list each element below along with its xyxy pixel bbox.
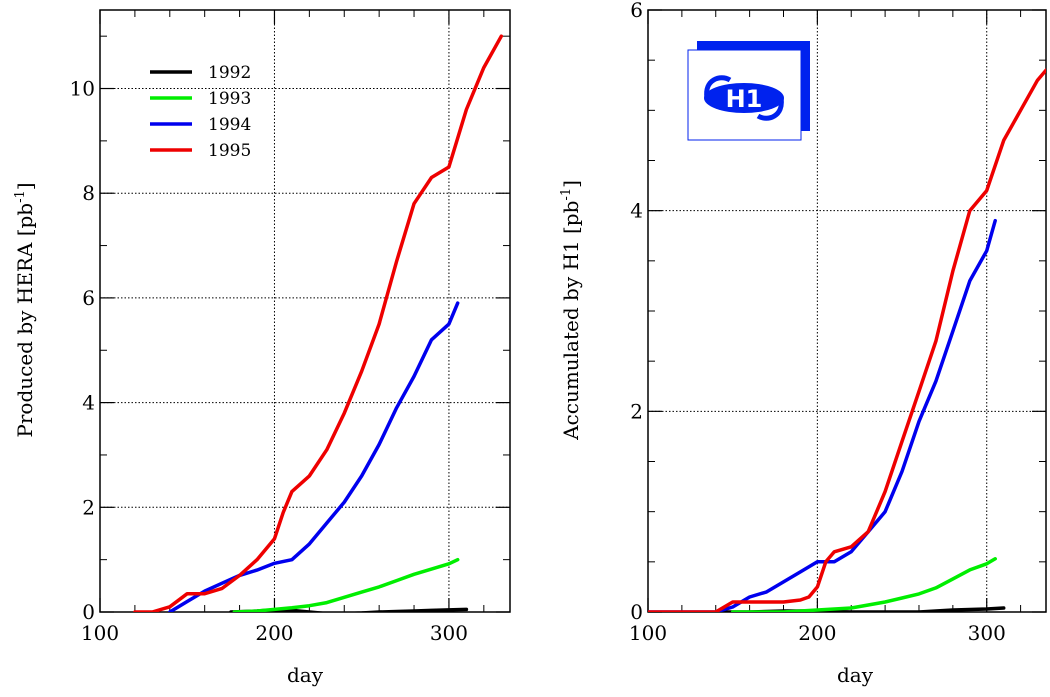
logo-top-bar	[697, 41, 809, 50]
legend-label-1994: 1994	[208, 115, 251, 135]
right-x-axis-label: day	[837, 663, 874, 687]
right-series-group	[648, 68, 1046, 612]
right-x-tick-label: 300	[968, 621, 1006, 645]
right-x-tick-label: 200	[798, 621, 836, 645]
left-series-group	[133, 34, 504, 612]
left-y-tick-label: 2	[82, 495, 95, 519]
right-series-line-1993	[730, 557, 997, 612]
left-y-tick-label: 0	[82, 600, 95, 624]
right-x-tick-label: 100	[629, 621, 667, 645]
right-chart: 100 200 300 0 2 4 6 day Accumulated by H1 [pb-…	[559, 0, 1047, 687]
left-series-line-1993	[232, 557, 460, 612]
legend-label-1993: 1993	[208, 89, 251, 109]
right-y-tick-label: 2	[630, 399, 643, 423]
right-y-tick-label: 4	[630, 199, 643, 223]
left-chart: 100 200 300 0 2 4 6 8 10 day Produced by HERA [p…	[13, 9, 511, 687]
left-x-tick-label: 300	[430, 621, 468, 645]
left-series-line-1995	[133, 34, 504, 612]
logo-text: H1	[726, 85, 763, 113]
right-y-tick-label: 0	[630, 600, 643, 624]
h1-logo: H1	[687, 41, 810, 141]
left-tick-labels: 100 200 300 0 2 4 6 8 10	[70, 77, 468, 645]
right-y-tick-label: 6	[630, 0, 643, 22]
left-x-tick-label: 100	[81, 621, 119, 645]
legend-label-1995: 1995	[208, 141, 251, 161]
left-y-axis-label: Produced by HERA [pb-1]	[13, 182, 37, 437]
left-y-tick-label: 4	[82, 391, 95, 415]
legend: 1992 1993 1994 1995	[150, 63, 251, 161]
left-x-axis-label: day	[287, 663, 324, 687]
right-series-line-1994	[648, 218, 997, 612]
legend-label-1992: 1992	[208, 63, 251, 83]
logo-right-bar	[801, 41, 810, 131]
left-series-line-1994	[168, 301, 460, 612]
left-y-tick-label: 10	[70, 77, 95, 101]
left-grid	[100, 10, 510, 612]
left-x-tick-label: 200	[255, 621, 293, 645]
left-y-tick-label: 8	[82, 181, 95, 205]
right-grid	[648, 10, 1046, 612]
right-tick-labels: 100 200 300 0 2 4 6	[629, 0, 1006, 645]
left-y-tick-label: 6	[82, 286, 95, 310]
right-series-line-1995	[648, 68, 1046, 612]
logo-left-arc	[704, 75, 732, 99]
right-y-axis-label: Accumulated by H1 [pb-1]	[559, 180, 583, 441]
right-ticks	[647, 9, 1046, 613]
logo-ellipse	[704, 83, 784, 113]
logo-right-arc	[756, 97, 784, 121]
